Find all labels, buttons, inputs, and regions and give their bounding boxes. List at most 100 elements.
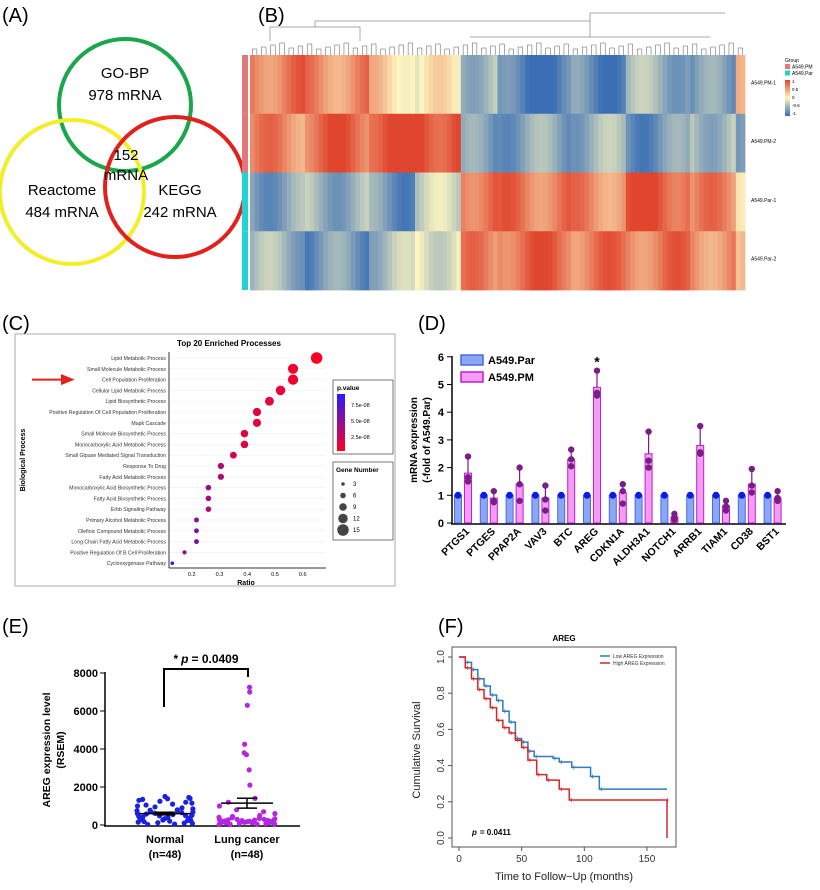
heatmap-cell [708, 55, 714, 115]
heatmap-cell [662, 231, 668, 291]
heatmap-cell [712, 231, 718, 291]
venn-intersection-unit: mRNA [104, 167, 148, 184]
heatmap-cell [667, 172, 673, 232]
data-point [568, 446, 575, 453]
category-label: Fatty Acid Biosynthetic Process [94, 496, 167, 502]
heatmap-cell [369, 55, 375, 115]
heatmap-cell [428, 55, 434, 115]
heatmap-cell [286, 113, 292, 173]
heatmap-cell [401, 172, 407, 232]
heatmap-cell [360, 172, 365, 232]
heatmap-cell [405, 113, 411, 173]
heatmap-cell [625, 55, 631, 115]
heatmap-cell [740, 172, 746, 232]
heatmap-cell [360, 55, 365, 115]
data-point [275, 385, 286, 396]
size-tick: 3 [353, 482, 357, 488]
heatmap-cell [653, 55, 659, 115]
data-point [155, 820, 161, 826]
venn-set-count: 978 mRNA [88, 87, 161, 104]
heatmap-cell [327, 55, 333, 115]
panel-label: (E) [2, 616, 29, 638]
heatmap-cell [612, 113, 618, 173]
heatmap-cell [547, 231, 553, 291]
heatmap-cell [731, 113, 737, 173]
data-point [271, 821, 278, 827]
heatmap-cell [616, 231, 622, 291]
data-point [516, 464, 523, 471]
heatmap-cell [428, 113, 434, 173]
x-tick-label: 0.2 [188, 572, 196, 578]
significance-marker: * [594, 354, 600, 370]
heatmap-cell [534, 113, 540, 173]
heatmap-cell [543, 113, 549, 173]
heatmap-cell [396, 172, 402, 232]
data-point [454, 491, 462, 499]
heatmap-cell [364, 231, 370, 291]
heatmap-cell [378, 113, 384, 173]
bar-a549-par [686, 494, 695, 524]
group-n: (n=48) [149, 849, 182, 861]
data-point [167, 818, 173, 824]
y-tick-label: 3 [438, 435, 444, 447]
heatmap-cell [424, 113, 430, 173]
heatmap-cell [671, 231, 677, 291]
y-tick-label: 0.0 [436, 831, 447, 845]
heatmap-cell [433, 113, 439, 173]
y-tick-label: 5 [438, 380, 444, 392]
category-label: Small Molecule Metabolic Process [87, 367, 166, 373]
data-point [234, 816, 240, 822]
heatmap-cell [341, 172, 347, 232]
heatmap-cell [593, 231, 599, 291]
category-label: Long Chain Fatty Acid Metabolic Process [71, 540, 166, 546]
group-label: Lung cancer [214, 834, 280, 846]
size-tick: 12 [353, 517, 360, 523]
data-point [287, 374, 299, 385]
heatmap-cell [392, 231, 398, 291]
heatmap-cell [373, 55, 379, 115]
heatmap-cell [520, 55, 526, 115]
heatmap-cell [657, 172, 663, 232]
heatmap-cell [726, 231, 732, 291]
venn-circle-reactome [0, 118, 146, 266]
data-point [160, 817, 166, 823]
heatmap-cell [598, 231, 604, 291]
heatmap-cell [680, 55, 686, 115]
heatmap-cell [630, 113, 636, 173]
data-point [774, 497, 781, 505]
heatmap-cell [479, 113, 485, 173]
category-label: Cyclooxygenase Pathway [107, 561, 167, 567]
heatmap-cell [648, 113, 654, 173]
heatmap-cell [318, 55, 324, 115]
heatmap-cell [447, 55, 453, 115]
legend-label: Low AREG Expression [613, 654, 664, 660]
bar-a549-pm [593, 386, 601, 524]
heatmap-cell [355, 55, 361, 115]
heatmap-cell [392, 113, 398, 173]
heatmap-cell [676, 231, 682, 291]
heatmap-cell [295, 231, 301, 291]
heatmap-cell [497, 55, 503, 115]
heatmap-cell [580, 172, 585, 232]
data-point [774, 487, 781, 495]
data-point [722, 497, 730, 505]
size-tick: 15 [353, 528, 360, 534]
legend-swatch [785, 70, 790, 76]
heatmap-cell [314, 172, 320, 232]
heatmap-cell [250, 231, 255, 291]
heatmap-cell [474, 172, 480, 232]
data-point [187, 795, 193, 802]
heatmap-cell [561, 231, 567, 291]
heatmap-cell [327, 113, 333, 173]
heatmap-cell [740, 55, 746, 115]
y-tick-label: 0.8 [436, 686, 447, 700]
y-tick-label: 0.2 [436, 794, 447, 808]
heatmap-cell [543, 55, 549, 115]
heatmap-cell [566, 113, 572, 173]
data-point [217, 473, 224, 480]
color-scale-bar [337, 394, 345, 451]
heatmap-cell [717, 231, 723, 291]
heatmap-cell [740, 231, 746, 291]
size-tick: 6 [353, 494, 357, 500]
data-point [568, 463, 575, 470]
